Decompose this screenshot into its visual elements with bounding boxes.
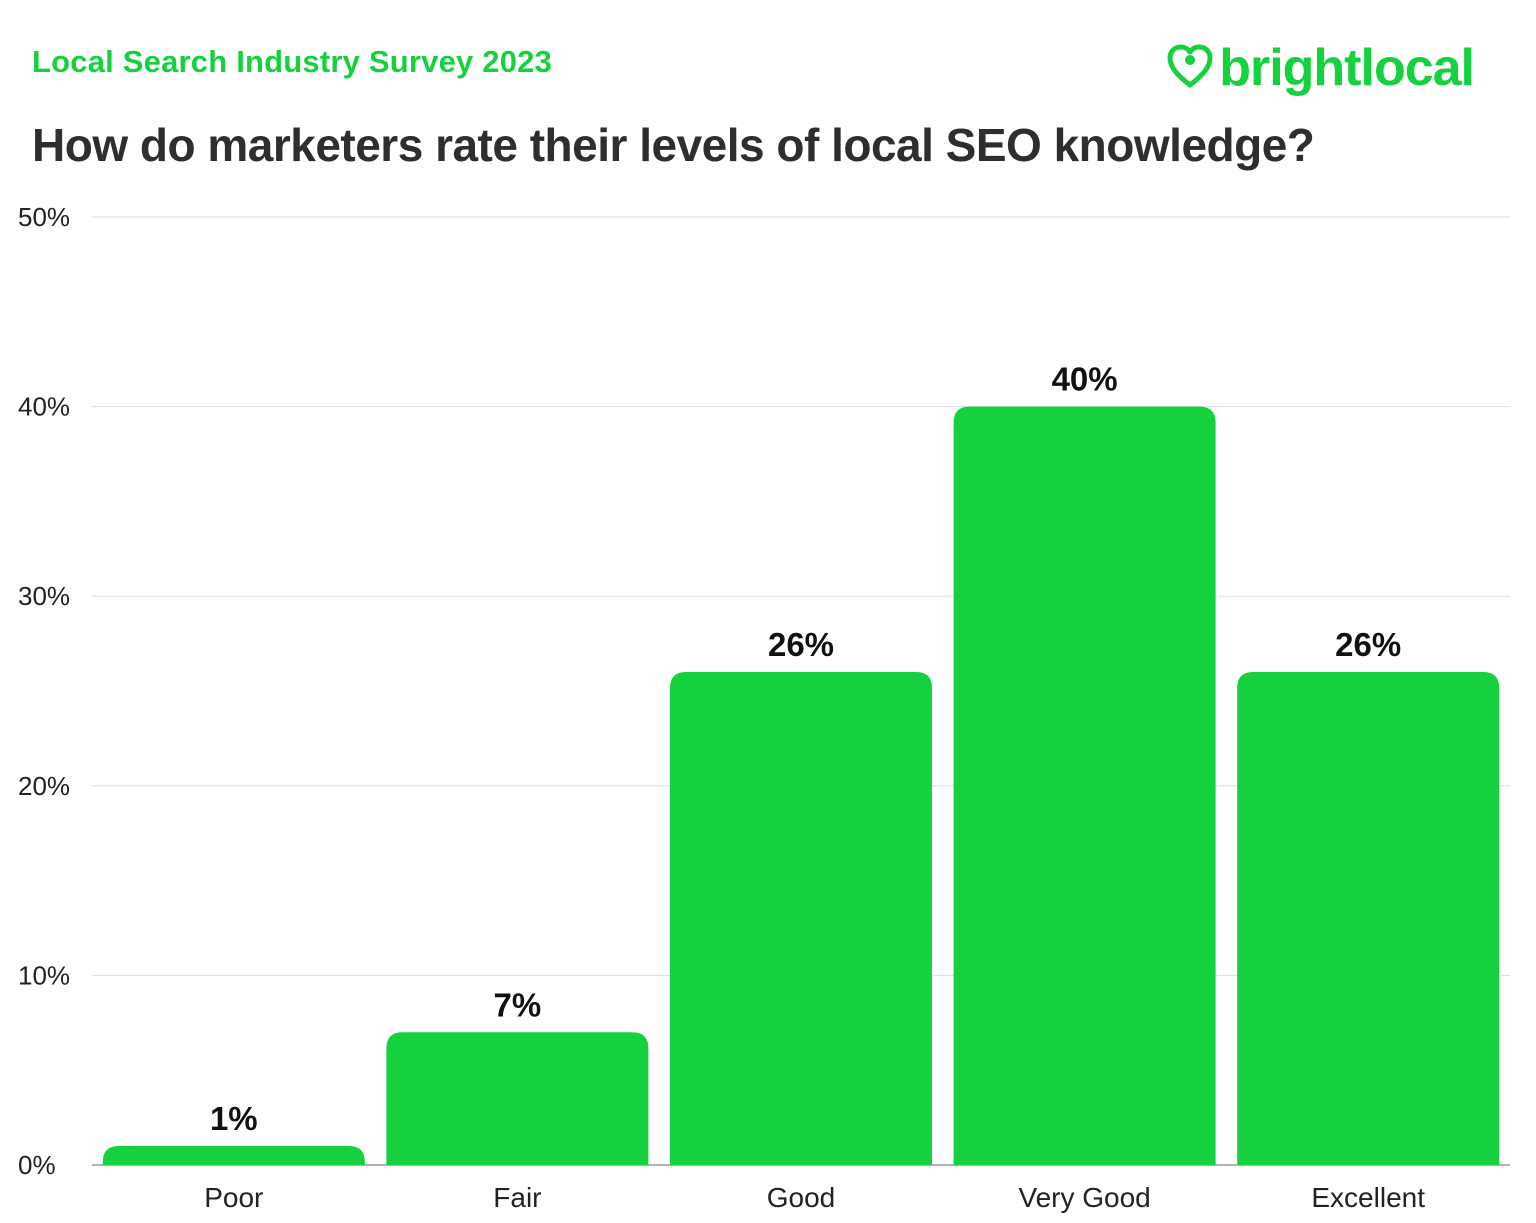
brand-name: brightlocal bbox=[1219, 39, 1475, 97]
brand-logo: brightlocal bbox=[1167, 38, 1475, 98]
y-tick-label: 20% bbox=[18, 771, 70, 801]
data-label: 40% bbox=[1052, 361, 1118, 398]
x-tick-label: Very Good bbox=[1018, 1182, 1150, 1213]
bar-good bbox=[670, 672, 932, 1165]
x-tick-label: Fair bbox=[493, 1182, 541, 1213]
survey-label: Local Search Industry Survey 2023 bbox=[32, 44, 553, 79]
y-tick-label: 10% bbox=[18, 960, 70, 990]
bar-poor bbox=[102, 1146, 365, 1165]
data-label: 26% bbox=[1335, 626, 1401, 663]
y-tick-label: 0% bbox=[18, 1150, 56, 1180]
data-label: 1% bbox=[210, 1100, 258, 1137]
x-tick-label: Poor bbox=[204, 1182, 263, 1213]
y-tick-label: 40% bbox=[18, 392, 70, 422]
x-tick-label: Excellent bbox=[1311, 1182, 1425, 1213]
y-tick-label: 30% bbox=[18, 581, 70, 611]
bar-excellent bbox=[1237, 672, 1500, 1165]
bar-fair bbox=[386, 1032, 649, 1165]
data-label: 7% bbox=[494, 986, 542, 1023]
bar-very-good bbox=[953, 406, 1216, 1166]
data-label: 26% bbox=[768, 626, 834, 663]
heart-pin-icon bbox=[1167, 43, 1213, 94]
x-tick-label: Good bbox=[767, 1182, 836, 1213]
y-tick-label: 50% bbox=[18, 202, 70, 232]
chart-title: How do marketers rate their levels of lo… bbox=[32, 119, 1315, 171]
